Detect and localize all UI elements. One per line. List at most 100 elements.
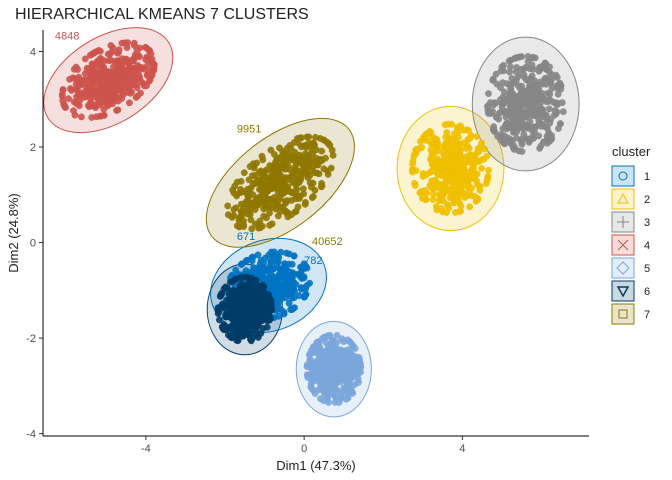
data-point xyxy=(59,86,67,94)
data-point xyxy=(85,82,92,90)
data-point xyxy=(437,192,444,200)
data-point xyxy=(409,168,416,176)
data-point xyxy=(275,171,283,179)
point-label: 671 xyxy=(237,231,255,243)
data-point xyxy=(265,251,273,259)
data-point xyxy=(457,207,464,215)
data-point xyxy=(88,114,96,121)
point-label: 40652 xyxy=(312,236,343,248)
data-point xyxy=(422,195,430,203)
legend-key xyxy=(611,188,635,210)
data-point xyxy=(320,165,328,173)
data-point xyxy=(118,39,126,47)
data-point xyxy=(81,55,89,63)
data-point xyxy=(117,87,124,95)
data-point xyxy=(558,99,566,107)
data-point xyxy=(230,206,238,213)
data-point xyxy=(303,282,311,290)
data-point xyxy=(275,270,283,278)
chart-title: HIERARCHICAL KMEANS 7 CLUSTERS xyxy=(15,6,309,23)
data-point xyxy=(253,159,261,167)
legend-label: 1 xyxy=(644,171,650,183)
data-point xyxy=(233,178,241,186)
data-point xyxy=(433,206,441,214)
data-point xyxy=(61,103,69,111)
data-point xyxy=(532,81,540,89)
data-point xyxy=(251,299,258,307)
legend-key xyxy=(611,280,635,302)
data-point xyxy=(516,93,523,101)
data-point xyxy=(504,134,512,142)
point-labels: 671 782 4848 9951 40652 xyxy=(55,31,343,267)
data-point xyxy=(303,371,311,379)
data-point xyxy=(450,199,458,207)
cluster-points-6 xyxy=(214,273,275,345)
data-point xyxy=(465,188,473,196)
data-point xyxy=(240,217,247,225)
data-point xyxy=(271,281,279,289)
data-point xyxy=(219,300,226,308)
data-point xyxy=(293,135,301,142)
legend-key xyxy=(611,257,635,279)
data-point xyxy=(291,208,299,216)
data-point xyxy=(344,390,352,398)
legend-key xyxy=(611,165,635,187)
data-point xyxy=(490,126,498,134)
data-point xyxy=(485,90,492,98)
data-point xyxy=(236,330,243,337)
data-point xyxy=(306,159,314,167)
data-point xyxy=(506,63,514,71)
data-point xyxy=(273,251,281,259)
data-point xyxy=(499,125,507,133)
data-point xyxy=(443,150,451,158)
data-point xyxy=(302,290,310,298)
data-point xyxy=(441,179,449,187)
data-point xyxy=(460,126,467,134)
data-point xyxy=(309,193,317,200)
data-point xyxy=(507,84,514,92)
data-point xyxy=(481,145,489,153)
data-point xyxy=(270,184,278,192)
data-point xyxy=(445,204,453,212)
data-point xyxy=(314,161,322,169)
legend: cluster 1 2 3 4 5 6 7 xyxy=(611,144,651,325)
data-point xyxy=(136,44,144,52)
data-point xyxy=(329,344,336,352)
data-point xyxy=(303,133,311,141)
data-point xyxy=(223,284,231,292)
data-point xyxy=(253,195,261,203)
data-point xyxy=(473,133,481,141)
data-point xyxy=(319,368,327,376)
data-point xyxy=(444,186,452,194)
data-point xyxy=(468,152,475,160)
data-point xyxy=(517,85,524,93)
data-point xyxy=(267,146,275,154)
cluster-points-4 xyxy=(58,39,158,121)
data-point xyxy=(497,131,504,139)
data-point xyxy=(146,47,154,55)
data-point xyxy=(248,254,256,262)
data-point xyxy=(484,102,491,110)
data-point xyxy=(73,100,80,108)
data-point xyxy=(253,331,261,339)
data-point xyxy=(315,352,323,360)
data-point xyxy=(247,201,255,209)
data-point xyxy=(306,172,314,180)
data-point xyxy=(287,277,295,284)
data-point xyxy=(265,265,273,273)
x-tick-label: 4 xyxy=(459,443,465,455)
y-tick-label: 0 xyxy=(30,238,36,250)
data-point xyxy=(448,193,456,201)
data-point xyxy=(256,305,264,313)
data-point xyxy=(254,251,262,259)
data-point xyxy=(313,154,321,162)
data-point xyxy=(238,260,246,268)
data-point xyxy=(492,70,500,78)
data-point xyxy=(464,135,472,143)
data-point xyxy=(250,268,258,276)
data-point xyxy=(474,144,482,152)
data-point xyxy=(233,192,241,200)
legend-label: 3 xyxy=(644,217,650,229)
plus-marker xyxy=(617,216,629,228)
data-point xyxy=(257,266,265,274)
